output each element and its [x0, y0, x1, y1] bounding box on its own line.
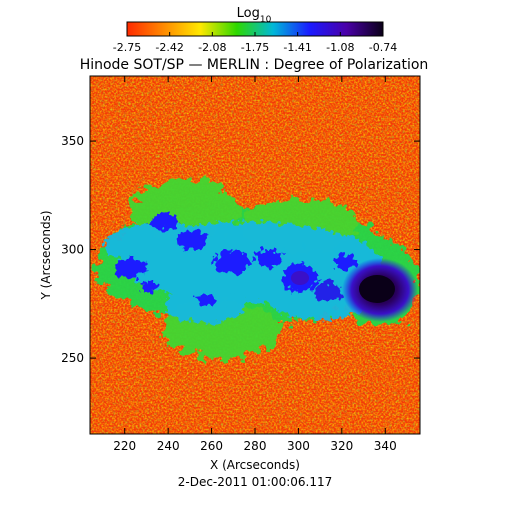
plot-title: Hinode SOT/SP — MERLIN : Degree of Polar… — [80, 57, 429, 73]
colorbar-tick-label: -1.75 — [241, 41, 269, 54]
colorbar-tick-label: -2.75 — [113, 41, 141, 54]
polarization-map-image — [90, 76, 420, 434]
x-axis-ticks: 220 240 260 280 300 320 340 — [113, 76, 397, 453]
y-axis-label: Y (Arcseconds) — [39, 210, 53, 300]
colorbar-label-sub: 10 — [260, 15, 272, 25]
colorbar-tick-label: -1.08 — [326, 41, 354, 54]
x-tick-label: 240 — [157, 439, 180, 453]
colorbar-tick-label: -2.42 — [155, 41, 183, 54]
x-axis-label: X (Arcseconds) — [210, 458, 300, 472]
x-tick-label: 220 — [113, 439, 136, 453]
y-axis-ticks: 250 300 350 — [61, 134, 420, 365]
x-tick-label: 260 — [200, 439, 223, 453]
y-tick-label: 350 — [61, 134, 84, 148]
colorbar-label: Log10 — [237, 6, 272, 25]
colorbar: Log10 -2.75 -2.42 -2.08 -1.75 -1.41 -1.08 -0.7… — [113, 6, 397, 54]
y-tick-label: 250 — [61, 351, 84, 365]
timestamp: 2-Dec-2011 01:00:06.117 — [178, 475, 332, 489]
x-tick-label: 280 — [244, 439, 267, 453]
colorbar-tick-label: -0.74 — [369, 41, 397, 54]
colorbar-tick-label: -2.08 — [198, 41, 226, 54]
colorbar-tick-label: -1.41 — [283, 41, 311, 54]
y-tick-label: 300 — [61, 243, 84, 257]
x-tick-label: 340 — [374, 439, 397, 453]
colorbar-label-main: Log — [237, 6, 260, 21]
colorbar-ticks: -2.75 -2.42 -2.08 -1.75 -1.41 -1.08 -0.74 — [113, 32, 397, 54]
x-tick-label: 300 — [287, 439, 310, 453]
x-tick-label: 320 — [330, 439, 353, 453]
